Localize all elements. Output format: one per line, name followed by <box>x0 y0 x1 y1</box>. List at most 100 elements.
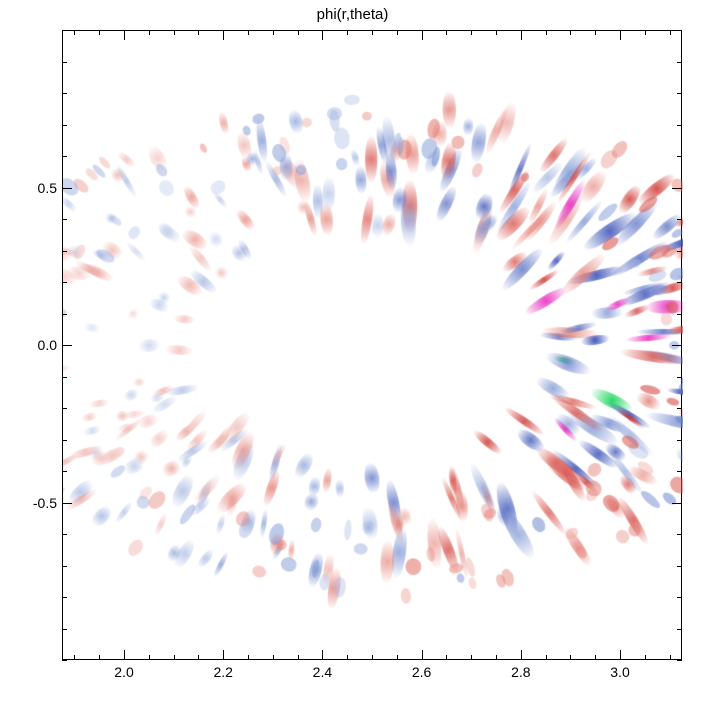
axis-tick <box>546 655 547 660</box>
axis-tick <box>677 219 682 220</box>
axis-tick <box>74 655 75 660</box>
axis-tick <box>471 30 472 35</box>
axis-tick <box>62 125 67 126</box>
axis-tick <box>99 655 100 660</box>
x-tick-label: 2.6 <box>412 664 431 680</box>
axis-tick <box>62 314 67 315</box>
polar-heatmap-canvas <box>63 31 683 661</box>
y-tick-label: 0.5 <box>38 180 57 196</box>
axis-tick <box>322 30 323 40</box>
axis-tick <box>620 650 621 660</box>
axis-tick <box>677 251 682 252</box>
axis-tick <box>471 655 472 660</box>
x-tick-label: 3.0 <box>610 664 629 680</box>
axis-tick <box>645 655 646 660</box>
axis-tick <box>670 655 671 660</box>
axis-tick <box>677 566 682 567</box>
axis-tick <box>62 62 67 63</box>
axis-tick <box>397 655 398 660</box>
axis-tick <box>620 30 621 40</box>
axis-tick <box>670 30 671 35</box>
axis-tick <box>677 314 682 315</box>
axis-tick <box>62 251 67 252</box>
axis-tick <box>347 30 348 35</box>
axis-tick <box>595 30 596 35</box>
x-tick-label: 2.0 <box>114 664 133 680</box>
axis-tick <box>62 377 67 378</box>
axis-tick <box>124 650 125 660</box>
axis-tick <box>198 30 199 35</box>
axis-tick <box>677 93 682 94</box>
axis-tick <box>496 30 497 35</box>
axis-tick <box>223 30 224 40</box>
axis-tick <box>62 219 67 220</box>
axis-tick <box>677 282 682 283</box>
axis-tick <box>74 30 75 35</box>
axis-tick <box>521 650 522 660</box>
axis-tick <box>677 440 682 441</box>
y-tick-label: 0.0 <box>38 337 57 353</box>
axis-tick <box>174 30 175 35</box>
axis-tick <box>62 660 67 661</box>
axis-tick <box>273 655 274 660</box>
axis-tick <box>99 30 100 35</box>
axis-tick <box>496 655 497 660</box>
axis-tick <box>124 30 125 40</box>
axis-tick <box>174 655 175 660</box>
y-tick-label: -0.5 <box>33 495 57 511</box>
axis-tick <box>422 30 423 40</box>
axis-tick <box>677 377 682 378</box>
axis-tick <box>198 655 199 660</box>
axis-tick <box>677 156 682 157</box>
axis-tick <box>149 655 150 660</box>
axis-tick <box>62 471 67 472</box>
axis-tick <box>677 629 682 630</box>
axis-tick <box>347 655 348 660</box>
axis-tick <box>677 471 682 472</box>
axis-tick <box>62 156 67 157</box>
axis-tick <box>298 655 299 660</box>
axis-tick <box>570 655 571 660</box>
axis-tick <box>672 503 682 504</box>
axis-tick <box>446 30 447 35</box>
axis-tick <box>422 650 423 660</box>
axis-tick <box>62 408 67 409</box>
axis-tick <box>677 597 682 598</box>
x-tick-label: 2.4 <box>313 664 332 680</box>
axis-tick <box>223 650 224 660</box>
chart-title: phi(r,theta) <box>0 6 705 23</box>
axis-tick <box>677 534 682 535</box>
axis-tick <box>62 597 67 598</box>
axis-tick <box>62 188 72 189</box>
axis-tick <box>248 655 249 660</box>
axis-tick <box>248 30 249 35</box>
axis-tick <box>62 629 67 630</box>
axis-tick <box>677 62 682 63</box>
axis-tick <box>62 534 67 535</box>
axis-tick <box>595 655 596 660</box>
axis-tick <box>149 30 150 35</box>
axis-tick <box>372 30 373 35</box>
axis-tick <box>570 30 571 35</box>
axis-tick <box>372 655 373 660</box>
axis-tick <box>62 440 67 441</box>
axis-tick <box>521 30 522 40</box>
axis-tick <box>546 30 547 35</box>
x-tick-label: 2.8 <box>511 664 530 680</box>
axis-tick <box>62 282 67 283</box>
axis-tick <box>677 660 682 661</box>
chart-container: phi(r,theta) 2.0 2.2 2.4 2.6 2.8 3.0 -0.5 0.0 0.… <box>0 0 705 701</box>
x-tick-label: 2.2 <box>213 664 232 680</box>
axis-tick <box>298 30 299 35</box>
axis-tick <box>62 93 67 94</box>
axis-tick <box>62 503 72 504</box>
axis-tick <box>397 30 398 35</box>
axis-tick <box>322 650 323 660</box>
axis-tick <box>677 125 682 126</box>
axis-tick <box>62 566 67 567</box>
axis-tick <box>62 345 72 346</box>
axis-tick <box>672 188 682 189</box>
axis-tick <box>677 408 682 409</box>
plot-area <box>62 30 682 660</box>
axis-tick <box>273 30 274 35</box>
